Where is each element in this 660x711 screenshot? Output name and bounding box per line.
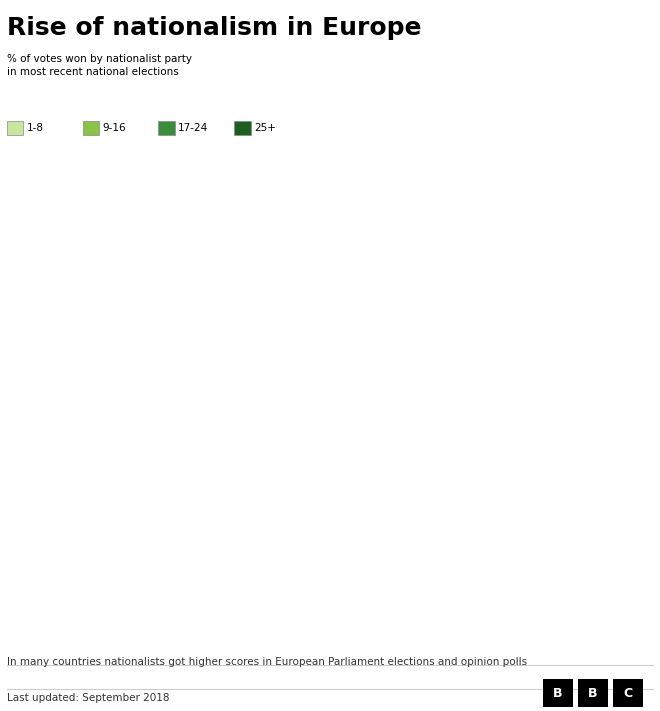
Text: 25+: 25+	[254, 123, 276, 133]
Text: B: B	[588, 687, 598, 700]
FancyBboxPatch shape	[613, 679, 643, 707]
Bar	[82, 121, 99, 134]
Text: Rise of nationalism in Europe: Rise of nationalism in Europe	[7, 16, 421, 40]
Text: C: C	[623, 687, 632, 700]
Text: % of votes won by nationalist party
in most recent national elections: % of votes won by nationalist party in m…	[7, 54, 191, 77]
Text: Last updated: September 2018: Last updated: September 2018	[7, 693, 169, 703]
FancyBboxPatch shape	[578, 679, 608, 707]
Text: 1-8: 1-8	[26, 123, 44, 133]
Text: 17-24: 17-24	[178, 123, 209, 133]
Text: In many countries nationalists got higher scores in European Parliament election: In many countries nationalists got highe…	[7, 657, 527, 667]
Bar	[158, 121, 175, 134]
Bar	[234, 121, 251, 134]
Text: 9-16: 9-16	[102, 123, 126, 133]
Text: B: B	[553, 687, 563, 700]
FancyBboxPatch shape	[543, 679, 573, 707]
Bar	[7, 121, 23, 134]
